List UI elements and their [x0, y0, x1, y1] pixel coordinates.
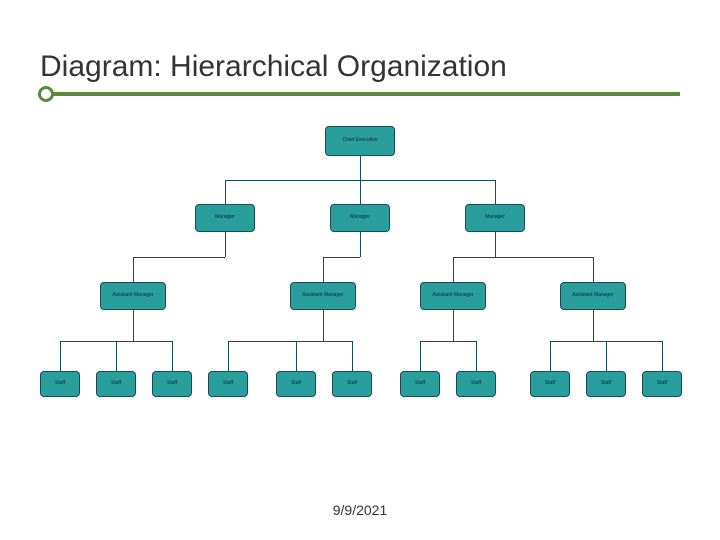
connector: [172, 341, 173, 372]
accent-line: [40, 92, 680, 96]
org-node-a1: Assistant Manager: [100, 282, 166, 310]
org-node-s3: Staff: [152, 371, 192, 397]
org-node-s11: Staff: [642, 371, 682, 397]
accent-dot: [38, 86, 54, 102]
connector: [352, 341, 353, 372]
slide: Diagram: Hierarchical Organization Chief…: [0, 0, 720, 540]
connector: [495, 232, 496, 257]
connector: [453, 310, 454, 341]
connector: [116, 341, 117, 372]
org-node-s5: Staff: [276, 371, 316, 397]
connector: [323, 257, 360, 258]
accent-bar: [40, 92, 680, 96]
org-node-s9: Staff: [530, 371, 570, 397]
org-node-s7: Staff: [400, 371, 440, 397]
connector: [225, 232, 226, 257]
connector: [495, 180, 496, 204]
org-node-s8: Staff: [456, 371, 496, 397]
org-node-a2: Assistant Manager: [290, 282, 356, 310]
connector: [476, 341, 477, 372]
connector: [60, 341, 61, 372]
connector: [453, 257, 454, 282]
connector: [133, 257, 225, 258]
org-node-s1: Staff: [40, 371, 80, 397]
connector: [323, 310, 324, 341]
org-node-m3: Manager: [465, 204, 525, 232]
slide-date: 9/9/2021: [0, 502, 720, 518]
connector: [453, 257, 593, 258]
connector: [360, 232, 361, 257]
connector: [593, 310, 594, 341]
connector: [133, 257, 134, 282]
org-node-s6: Staff: [332, 371, 372, 397]
org-node-s10: Staff: [586, 371, 626, 397]
connector: [550, 341, 551, 372]
connector: [420, 341, 421, 372]
connector: [593, 257, 594, 282]
org-node-ceo: Chief Executive: [325, 126, 395, 156]
org-node-m1: Manager: [195, 204, 255, 232]
connector: [228, 341, 352, 342]
connector: [323, 257, 324, 282]
connector: [360, 180, 361, 204]
connector: [225, 180, 226, 204]
org-node-s4: Staff: [208, 371, 248, 397]
org-node-s2: Staff: [96, 371, 136, 397]
connector: [662, 341, 663, 372]
connector: [133, 310, 134, 341]
org-node-a3: Assistant Manager: [420, 282, 486, 310]
connector: [228, 341, 229, 372]
org-node-a4: Assistant Manager: [560, 282, 626, 310]
connector: [296, 341, 297, 372]
connector: [606, 341, 607, 372]
slide-title: Diagram: Hierarchical Organization: [40, 50, 680, 84]
connector: [360, 156, 361, 180]
org-node-m2: Manager: [330, 204, 390, 232]
connector: [420, 341, 476, 342]
org-chart: Chief Executive Manager Manager Manager Assi…: [40, 126, 680, 466]
